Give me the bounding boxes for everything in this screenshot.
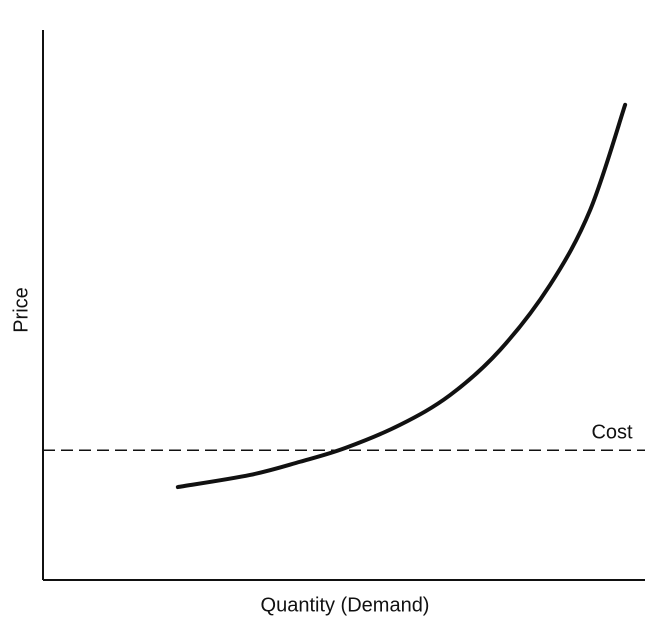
cost-label: Cost: [591, 421, 633, 443]
x-axis-label: Quantity (Demand): [261, 594, 430, 616]
curve: [175, 102, 628, 490]
y-axis-label: Price: [10, 287, 32, 333]
